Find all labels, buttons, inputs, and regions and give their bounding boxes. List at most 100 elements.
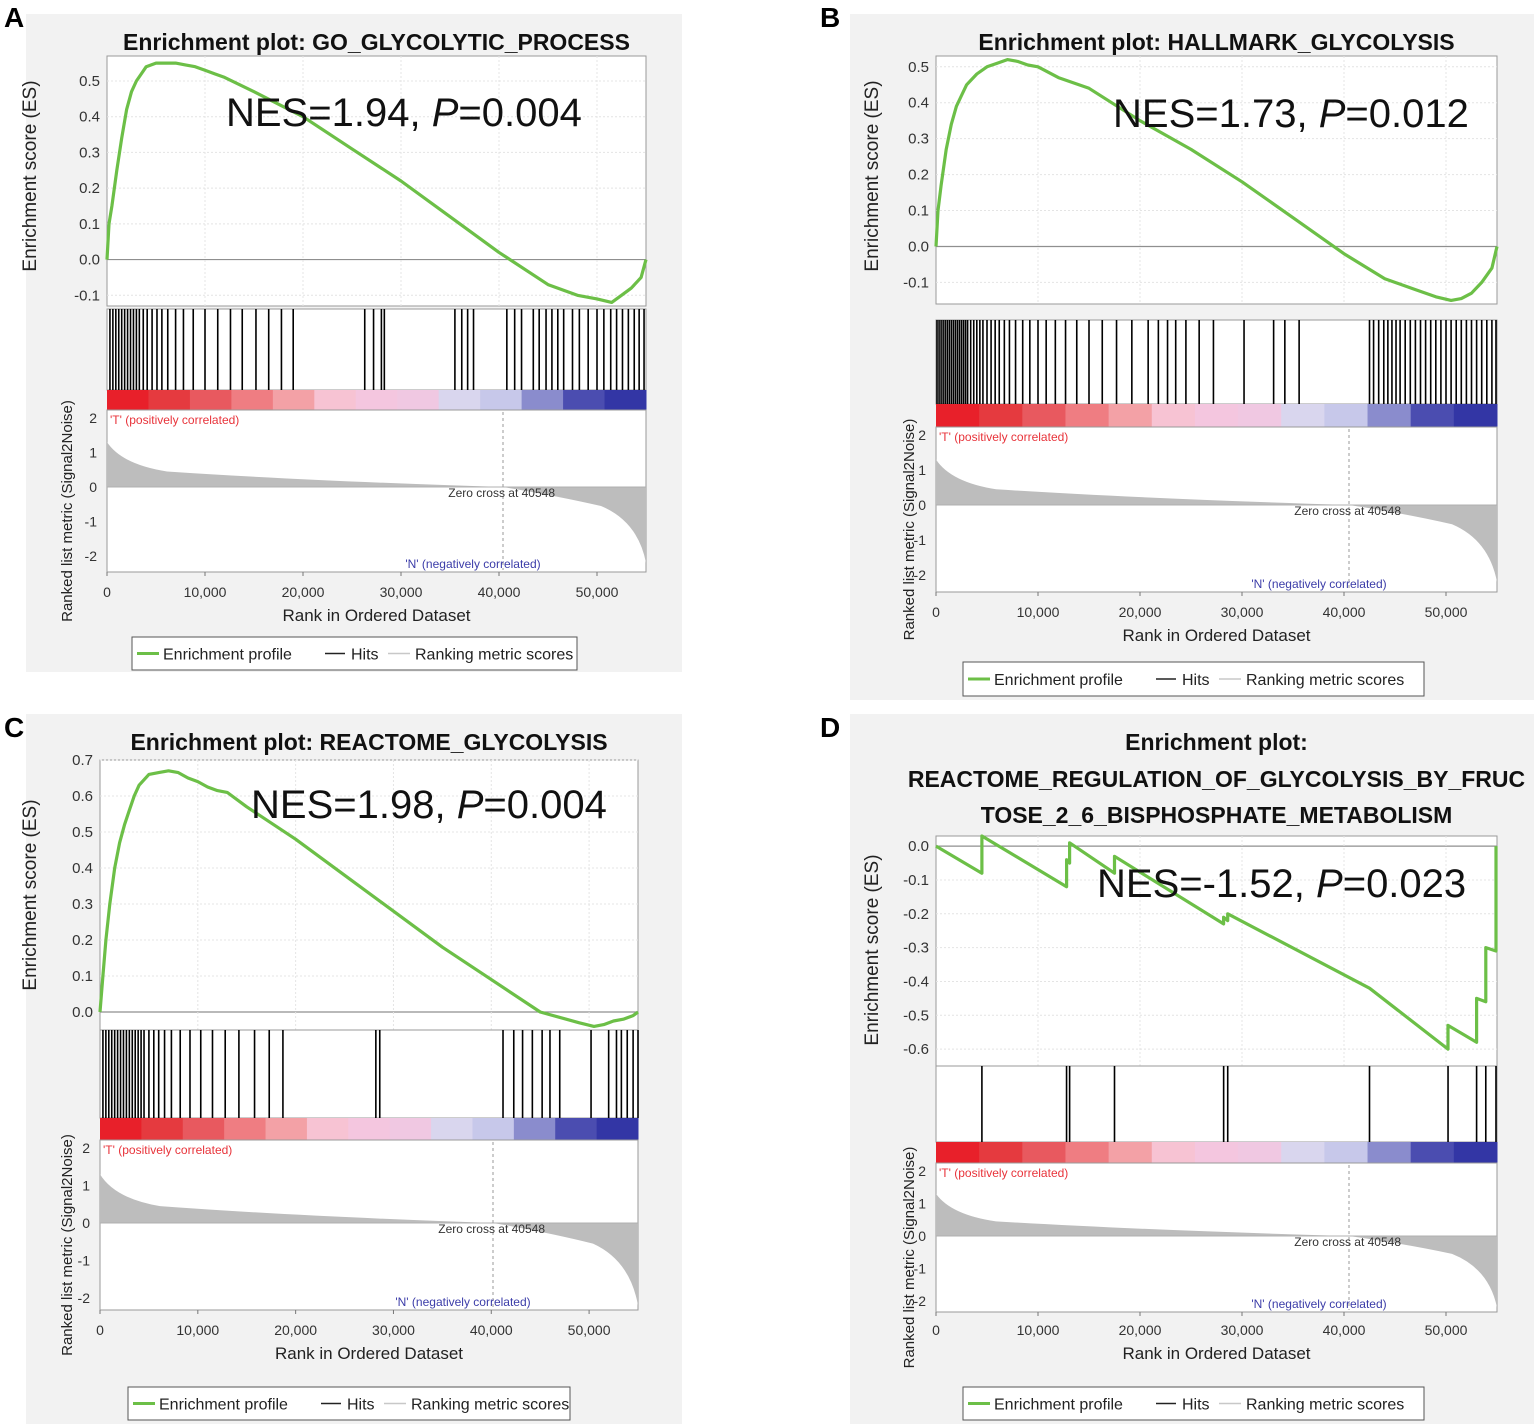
metric-y-tick-label: -2	[914, 567, 927, 583]
p-symbol: P	[432, 91, 459, 135]
p-value: =0.004	[458, 91, 581, 135]
panel-a: Enrichment plot: GO_GLYCOLYTIC_PROCESS 0.…	[20, 14, 682, 672]
legend-hits-label: Hits	[351, 647, 379, 664]
negative-label: 'N' (negatively correlated)	[1251, 1297, 1386, 1311]
rank-colorbar-segment	[314, 390, 357, 410]
rank-colorbar-segment	[189, 390, 232, 410]
es-axis-label: Enrichment score (ES)	[20, 80, 41, 271]
metric-y-tick-label: -2	[914, 1293, 927, 1309]
rank-colorbar-segment	[1367, 1142, 1412, 1163]
rank-colorbar-segment	[1151, 1142, 1196, 1163]
es-y-tick-label: 0.5	[72, 824, 93, 841]
nes-value: NES=-1.52,	[1097, 862, 1316, 906]
rank-colorbar-segment	[224, 1118, 267, 1140]
hits-area	[935, 319, 1498, 405]
x-tick-label: 0	[932, 1322, 940, 1338]
x-tick-label: 40,000	[1323, 1322, 1366, 1338]
rank-colorbar-segment	[348, 1118, 391, 1140]
es-y-tick-label: 0.3	[79, 144, 100, 161]
metric-y-tick-label: -1	[914, 1261, 927, 1277]
negative-label: 'N' (negatively correlated)	[1251, 577, 1386, 591]
x-tick-label: 20,000	[1119, 1322, 1162, 1338]
rank-colorbar-segment	[1022, 404, 1066, 427]
rank-colorbar-segment	[1022, 1142, 1066, 1163]
x-tick-label: 40,000	[478, 584, 521, 600]
rank-colorbar-segment	[1281, 404, 1325, 427]
rank-colorbar-segment	[1238, 1142, 1282, 1163]
rank-colorbar-segment	[431, 1118, 473, 1140]
x-tick-label: 10,000	[184, 584, 227, 600]
legend-box	[962, 1386, 1425, 1421]
rank-colorbar-segment	[1151, 404, 1196, 427]
es-axis-label: Enrichment score (ES)	[862, 80, 883, 271]
nes-value: NES=1.94,	[226, 91, 432, 135]
es-y-tick-label: -0.2	[903, 906, 929, 923]
nes-annotation: NES=-1.52, P=0.023	[1097, 862, 1466, 906]
rank-colorbar-segment	[480, 390, 523, 410]
rank-colorbar-segment	[521, 390, 564, 410]
rank-colorbar-segment	[1065, 404, 1110, 427]
p-symbol: P	[1319, 92, 1346, 136]
x-tick-label: 20,000	[282, 584, 325, 600]
positive-label: 'T' (positively correlated)	[103, 1143, 232, 1157]
legend-profile-label: Enrichment profile	[994, 672, 1123, 689]
rank-colorbar-segment	[306, 1118, 349, 1140]
enrichment-profile-line	[105, 61, 648, 304]
nes-annotation: NES=1.98, P=0.004	[251, 783, 607, 827]
metric-y-tick-label: 0	[918, 497, 926, 513]
es-plot-area	[935, 835, 1498, 1067]
es-y-tick-label: 0.0	[72, 1004, 93, 1021]
x-tick-label: 40,000	[1323, 604, 1366, 620]
positive-label: 'T' (positively correlated)	[110, 413, 239, 427]
panel-b: Enrichment plot: HALLMARK_GLYCOLYSIS 0.5 0…	[850, 14, 1534, 700]
x-tick-label: 10,000	[1017, 604, 1060, 620]
x-tick-label: 30,000	[380, 584, 423, 600]
x-tick-label: 30,000	[1221, 1322, 1264, 1338]
legend-box	[962, 661, 1425, 697]
legend-profile-label: Enrichment profile	[159, 1397, 288, 1414]
x-tick-label: 50,000	[1425, 604, 1468, 620]
panel-c: Enrichment plot: REACTOME_GLYCOLYSIS 0.7 0…	[20, 714, 682, 1424]
rank-colorbar-segment	[1324, 404, 1369, 427]
positive-label: 'T' (positively correlated)	[939, 430, 1068, 444]
es-y-tick-label: 0.2	[908, 167, 929, 184]
x-axis-label: Rank in Ordered Dataset	[1122, 1344, 1310, 1363]
es-y-tick-label: 0.2	[72, 932, 93, 949]
metric-y-tick-label: 1	[918, 462, 926, 478]
rank-colorbar-segment	[438, 390, 481, 410]
rank-colorbar-segment	[100, 1118, 142, 1140]
x-tick-label: 20,000	[274, 1322, 317, 1338]
x-tick-label: 0	[932, 604, 940, 620]
rank-colorbar-segment	[1238, 404, 1282, 427]
metric-y-tick-label: 2	[918, 427, 926, 443]
p-value: =0.023	[1343, 862, 1466, 906]
x-tick-label: 10,000	[176, 1322, 219, 1338]
metric-y-tick-label: 2	[82, 1140, 90, 1156]
x-tick-label: 10,000	[1017, 1322, 1060, 1338]
rank-colorbar-segment	[513, 1118, 556, 1140]
legend-metric-label: Ranking metric scores	[415, 647, 573, 664]
rank-colorbar-segment	[1108, 404, 1153, 427]
positive-metric-fill	[936, 459, 1349, 505]
enrichment-profile-line	[934, 57, 1499, 302]
es-y-tick-label: 0.0	[908, 238, 929, 255]
hits-area	[106, 308, 647, 391]
rank-colorbar-segment	[604, 390, 647, 410]
rank-colorbar-segment	[979, 1142, 1023, 1163]
rank-colorbar-segment	[107, 390, 149, 410]
legend-box	[127, 1386, 571, 1421]
negative-label: 'N' (negatively correlated)	[405, 557, 540, 571]
es-y-tick-label: 0.6	[72, 788, 93, 805]
x-tick-label: 30,000	[1221, 604, 1264, 620]
metric-y-tick-label: 2	[89, 410, 97, 426]
es-axis-label: Enrichment score (ES)	[20, 799, 41, 990]
metric-y-tick-label: 1	[918, 1196, 926, 1212]
es-y-tick-label: -0.6	[903, 1041, 929, 1058]
x-tick-label: 20,000	[1119, 604, 1162, 620]
es-y-tick-label: 0.4	[908, 95, 929, 112]
metric-y-tick-label: -2	[85, 548, 98, 564]
es-y-tick-label: -0.3	[903, 940, 929, 957]
nes-value: NES=1.73,	[1113, 92, 1319, 136]
metric-y-tick-label: -1	[914, 532, 927, 548]
x-tick-label: 0	[96, 1322, 104, 1338]
